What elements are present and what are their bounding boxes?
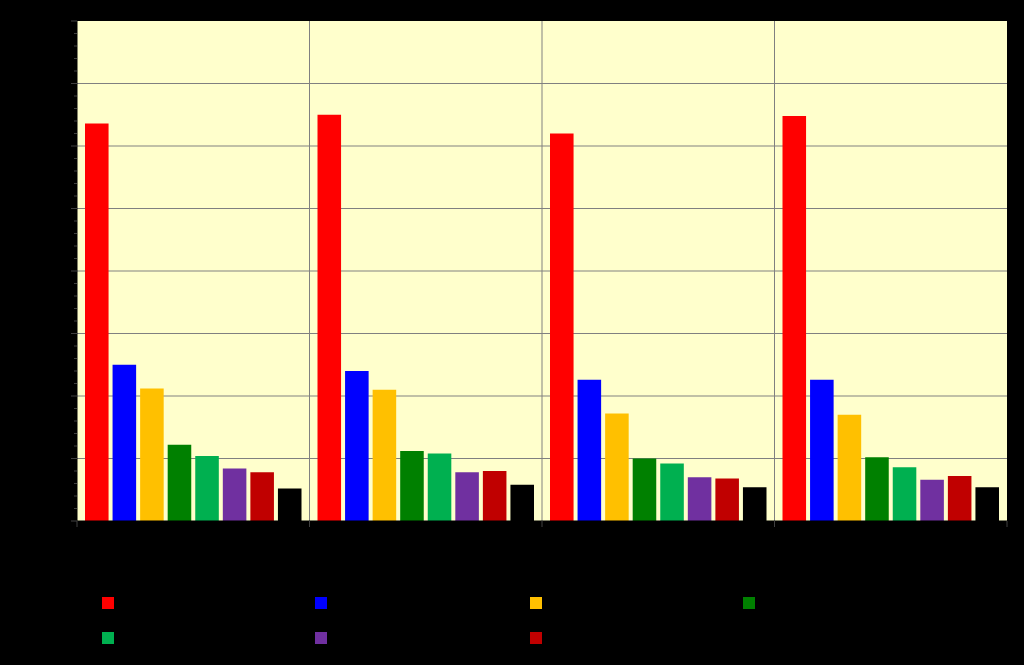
bar bbox=[167, 444, 192, 521]
bar bbox=[892, 467, 917, 521]
bar bbox=[687, 477, 712, 521]
bar bbox=[250, 472, 274, 521]
bar bbox=[837, 414, 862, 521]
bar bbox=[427, 453, 452, 521]
axes bbox=[71, 20, 1008, 527]
bar bbox=[317, 114, 342, 521]
bar bbox=[195, 456, 219, 521]
bar bbox=[715, 478, 739, 521]
bar bbox=[660, 463, 684, 521]
bar bbox=[112, 364, 137, 521]
bar bbox=[455, 472, 479, 521]
bar bbox=[975, 487, 999, 521]
bar bbox=[510, 484, 534, 521]
bar bbox=[865, 457, 889, 521]
bar bbox=[345, 371, 369, 521]
bar bbox=[632, 458, 657, 521]
bar bbox=[920, 479, 944, 521]
bar bbox=[222, 468, 247, 521]
bar bbox=[947, 476, 972, 521]
bar bbox=[605, 413, 629, 521]
bar bbox=[140, 388, 164, 521]
bar bbox=[550, 133, 574, 521]
bar bbox=[400, 451, 424, 521]
gridlines bbox=[77, 21, 1007, 521]
bar bbox=[577, 379, 602, 521]
bars bbox=[85, 114, 999, 521]
bar bbox=[810, 379, 834, 521]
bar bbox=[742, 487, 767, 521]
bar bbox=[85, 123, 109, 521]
bar bbox=[782, 116, 807, 521]
bar bbox=[277, 488, 302, 521]
bar bbox=[372, 389, 397, 521]
bar bbox=[482, 471, 507, 521]
